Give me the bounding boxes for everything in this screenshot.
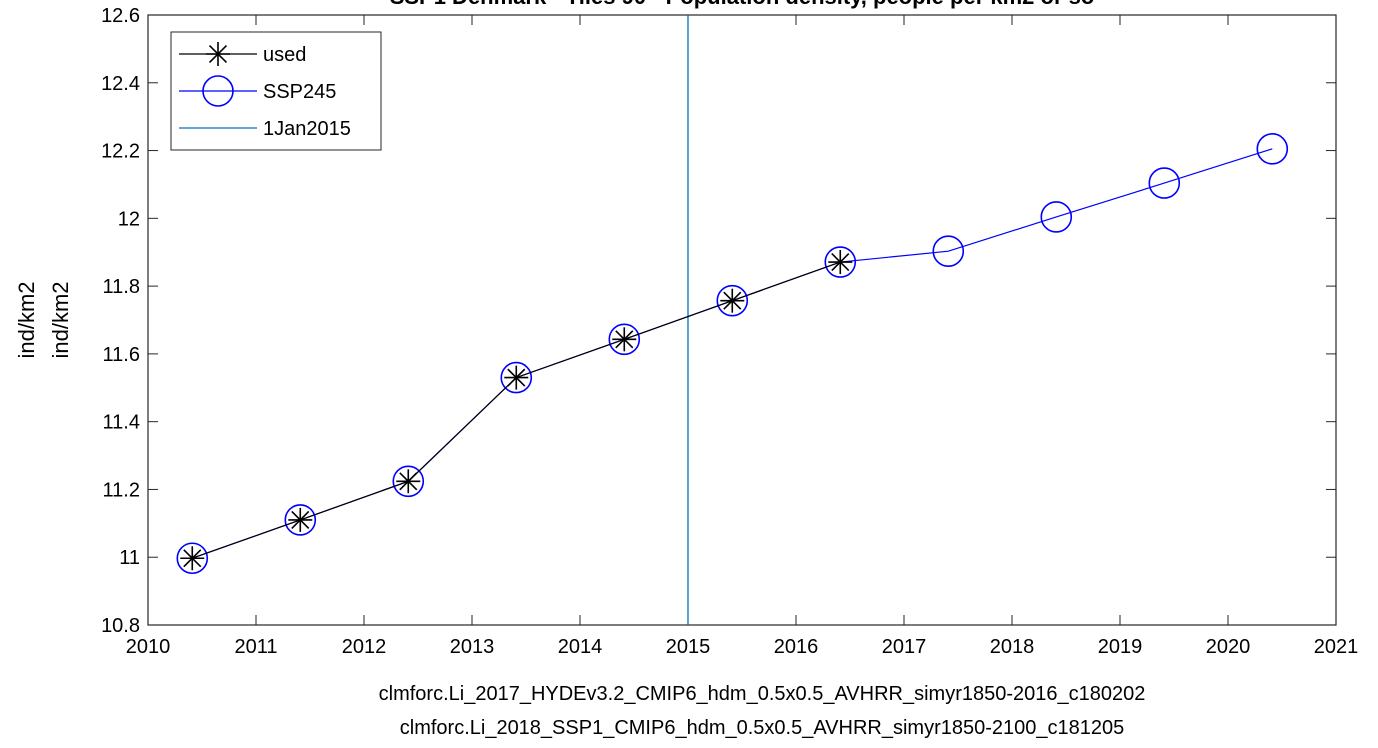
x-tick-label: 2013	[450, 636, 495, 658]
x-tick-label: 2010	[126, 636, 171, 658]
legend-label: SSP245	[263, 81, 336, 103]
y-tick-label: 11.6	[103, 344, 140, 366]
point-used	[828, 250, 853, 275]
legend-item: SSP245	[179, 75, 336, 107]
point-ssp245	[500, 361, 533, 394]
y-axis-label: ind/km2	[14, 281, 39, 358]
x-tick-label: 2018	[990, 636, 1035, 658]
y-axis-label: ind/km2	[48, 281, 73, 358]
x-tick-label: 2019	[1098, 636, 1143, 658]
legend-marker-icon	[202, 75, 234, 107]
point-used	[720, 288, 745, 313]
x-tick-label: 2011	[234, 636, 277, 658]
legend-marker-icon	[206, 42, 230, 66]
point-ssp245	[284, 504, 317, 536]
y-tick-label: 11.8	[103, 276, 140, 298]
point-ssp245	[608, 323, 641, 356]
legend-label: 1Jan2015	[263, 118, 351, 140]
x-tick-label: 2021	[1314, 636, 1359, 658]
x-tick-label: 2015	[666, 636, 711, 658]
legend-label: used	[263, 44, 306, 66]
x-tick-label: 2014	[558, 636, 603, 658]
point-ssp245	[1040, 201, 1073, 233]
point-used	[612, 327, 637, 352]
y-tick-label: 12.6	[101, 5, 140, 27]
point-used	[288, 507, 313, 532]
y-tick-label: 12	[118, 208, 140, 230]
y-tick-label: 12.2	[101, 141, 140, 163]
legend-item: used	[179, 42, 306, 66]
point-ssp245	[176, 542, 209, 575]
x-tick-label: 2012	[342, 636, 387, 658]
x-tick-label: 2016	[774, 636, 819, 658]
point-used	[504, 365, 529, 390]
x-tick-label: 2017	[882, 636, 927, 658]
y-tick-label: 11.2	[103, 479, 140, 501]
x-axis-label: clmforc.Li_2018_SSP1_CMIP6_hdm_0.5x0.5_A…	[400, 717, 1125, 739]
x-axis-label: clmforc.Li_2017_HYDEv3.2_CMIP6_hdm_0.5x0…	[379, 683, 1146, 705]
legend-item: 1Jan2015	[179, 118, 351, 140]
chart-title: SSP1 Denmark - Tiles 90 - Population den…	[390, 0, 1095, 9]
x-tick-label: 2020	[1206, 636, 1251, 658]
point-ssp245	[392, 465, 425, 498]
point-ssp245	[824, 246, 857, 278]
point-ssp245	[1148, 167, 1181, 199]
point-ssp245	[932, 235, 965, 268]
y-tick-label: 12.4	[101, 73, 140, 95]
point-ssp245	[1256, 133, 1289, 165]
point-ssp245	[716, 284, 749, 317]
point-used	[396, 469, 421, 494]
point-used	[180, 546, 205, 571]
y-tick-label: 10.8	[101, 615, 140, 637]
y-tick-label: 11.4	[103, 412, 140, 434]
y-tick-label: 11	[119, 547, 140, 569]
